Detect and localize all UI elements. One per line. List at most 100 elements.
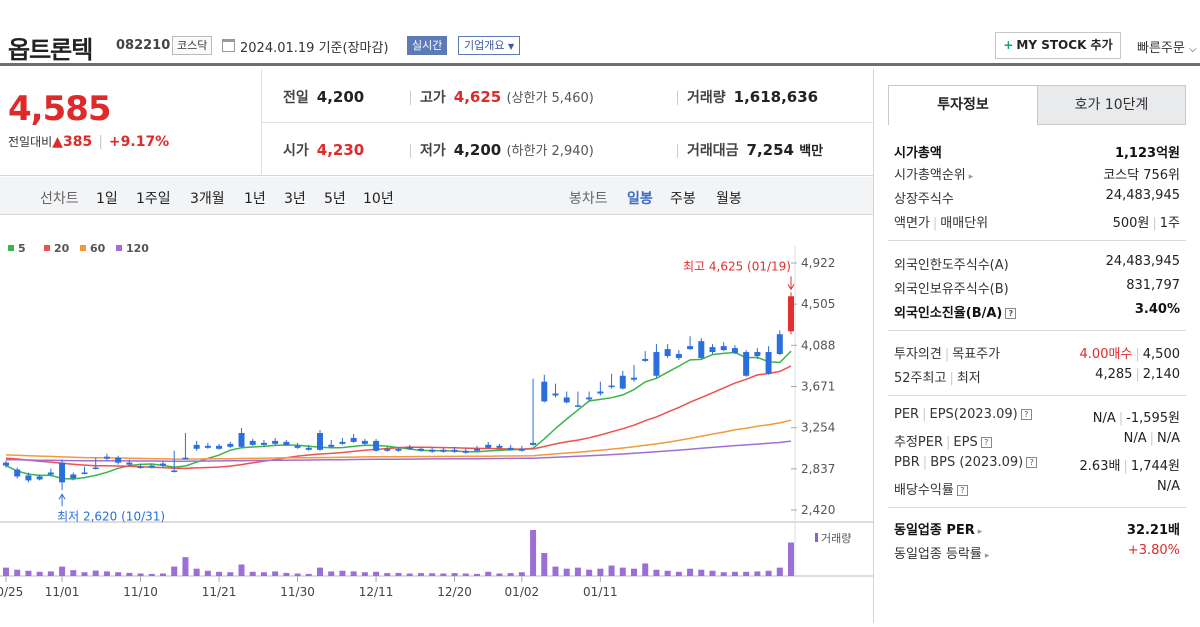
- volume-bar: [227, 572, 234, 576]
- divider: |: [1152, 216, 1157, 231]
- period-weekly[interactable]: 주봉: [670, 191, 696, 207]
- high-price: 고가 4,625 (상한가 5,460): [420, 87, 594, 107]
- candle-body: [675, 354, 682, 358]
- period-1d[interactable]: 1일: [96, 191, 118, 207]
- candle-body: [474, 448, 480, 451]
- market-badge: 코스닥: [172, 36, 213, 55]
- volume-bar: [429, 573, 436, 576]
- info-industry-rate[interactable]: 동일업종 등락률 ▸ +3.80%: [894, 540, 1180, 562]
- period-5y[interactable]: 5년: [324, 191, 346, 207]
- help-icon[interactable]: ?: [1020, 409, 1032, 420]
- help-icon[interactable]: ?: [1026, 457, 1038, 468]
- legend-label: 5: [18, 242, 26, 255]
- max-annotation: 최고 4,625 (01/19): [683, 259, 791, 273]
- trade-unit-value: 1주: [1159, 216, 1180, 231]
- pbr-value: 2.63배: [1079, 459, 1121, 474]
- stock-chart[interactable]: 5 20 60 120 4,922 4,505 4,088 3,671 3,254 2,837 2,…: [0, 216, 873, 623]
- period-10y[interactable]: 10년: [363, 191, 394, 207]
- realtime-button[interactable]: 실시간: [407, 36, 448, 55]
- x-tick-label: 12/11: [359, 585, 394, 599]
- amount-unit: 백만: [799, 144, 824, 159]
- tab-orderbook[interactable]: 호가 10단계: [1037, 85, 1186, 125]
- volume-label: 거래량: [687, 90, 726, 106]
- divider: |: [922, 455, 928, 470]
- volume-bar: [92, 570, 99, 576]
- info-dividend: 배당수익률? N/A: [894, 476, 1180, 498]
- candle-chart-label: 봉차트: [569, 191, 608, 207]
- volume-bar: [137, 573, 144, 576]
- x-tick-label: 11/01: [45, 585, 80, 599]
- candle-body: [339, 441, 346, 444]
- y-tick-label: 2,837: [801, 462, 835, 476]
- volume-bar: [507, 573, 514, 576]
- chevron-right-icon: ▸: [968, 172, 974, 182]
- volume: 거래량 1,618,636: [687, 87, 818, 107]
- candle-body: [126, 462, 133, 465]
- candle-body: [182, 457, 189, 460]
- volume-bar: [260, 572, 267, 576]
- help-icon[interactable]: ?: [980, 437, 992, 448]
- candle-body: [350, 437, 357, 442]
- candle-body: [249, 440, 256, 445]
- y-tick-label: 4,922: [801, 256, 835, 270]
- volume-bar: [81, 572, 88, 576]
- per-value-wrap: N/A | -1,595원: [1093, 407, 1180, 426]
- candle-chart-svg[interactable]: 5 20 60 120 4,922 4,505 4,088 3,671 3,254 2,837 2,…: [0, 216, 873, 623]
- x-tick-label: 10/25: [0, 585, 23, 599]
- w52-label-wrap: 52주최고 | 최저: [894, 367, 981, 386]
- calendar-icon: [222, 39, 235, 52]
- candle-body: [709, 347, 716, 353]
- industry-rate-value: +3.80%: [1127, 543, 1180, 558]
- info-mcap: 시가총액 1,123억원: [894, 139, 1180, 161]
- volume-bar: [171, 566, 178, 576]
- stock-code: 082210: [116, 38, 171, 53]
- period-daily[interactable]: 일봉: [627, 191, 653, 207]
- low-value: 4,200: [453, 141, 502, 159]
- x-tick-label: 11/10: [123, 585, 158, 599]
- candle-body: [586, 397, 593, 400]
- low-label: 저가: [420, 143, 446, 159]
- quick-order-button[interactable]: 빠른주문 ⌵: [1137, 37, 1197, 56]
- candle-body: [552, 393, 559, 396]
- dividend-value: N/A: [1157, 479, 1180, 494]
- period-3m[interactable]: 3개월: [190, 191, 225, 207]
- candle-body: [384, 448, 391, 451]
- info-mcap-rank[interactable]: 시가총액순위 ▸ 코스닥 756위: [894, 161, 1180, 183]
- candle-body: [743, 352, 750, 376]
- max-arrow-head: [787, 284, 795, 291]
- candle-body: [328, 444, 335, 447]
- help-icon[interactable]: ?: [1005, 308, 1017, 319]
- candle-body: [642, 358, 649, 361]
- candle-body: [204, 445, 211, 448]
- pbr-label: PBR: [894, 455, 920, 470]
- volume-bar: [462, 573, 469, 576]
- volume-bar: [451, 573, 458, 576]
- prev-value: 4,200: [316, 88, 365, 106]
- help-icon[interactable]: ?: [956, 485, 968, 496]
- candle-body: [25, 475, 32, 481]
- tab-invest-info[interactable]: 투자정보: [888, 85, 1038, 125]
- volume-bar: [709, 570, 716, 576]
- candle-body: [227, 443, 234, 447]
- info-opinion: 투자의견 | 목표주가 4.00매수 | 4,500: [894, 340, 1180, 362]
- candle-body: [765, 352, 772, 374]
- info-foreign-hold: 외국인보유주식수(B) 831,797: [894, 275, 1180, 297]
- candle-body: [451, 449, 458, 452]
- period-1w[interactable]: 1주일: [136, 191, 171, 207]
- candle-body: [563, 397, 570, 403]
- volume-bar: [238, 564, 245, 576]
- info-foreign-ratio: 외국인소진율(B/A)? 3.40%: [894, 299, 1180, 321]
- period-1y[interactable]: 1년: [244, 191, 266, 207]
- volume-bar: [406, 573, 413, 576]
- info-industry-per[interactable]: 동일업종 PER ▸ 32.21배: [894, 516, 1180, 538]
- candle-body: [47, 472, 54, 475]
- period-3y[interactable]: 3년: [284, 191, 306, 207]
- volume-bar: [664, 570, 671, 576]
- divider: |: [946, 435, 951, 450]
- period-monthly[interactable]: 월봉: [716, 191, 742, 207]
- candle-body: [754, 352, 761, 356]
- corp-info-dropdown[interactable]: 기업개요 ▼: [458, 36, 521, 55]
- add-mystock-button[interactable]: + MY STOCK 추가: [995, 32, 1121, 59]
- info-52week: 52주최고 | 최저 4,285 | 2,140: [894, 364, 1180, 386]
- high-label: 고가: [420, 90, 446, 106]
